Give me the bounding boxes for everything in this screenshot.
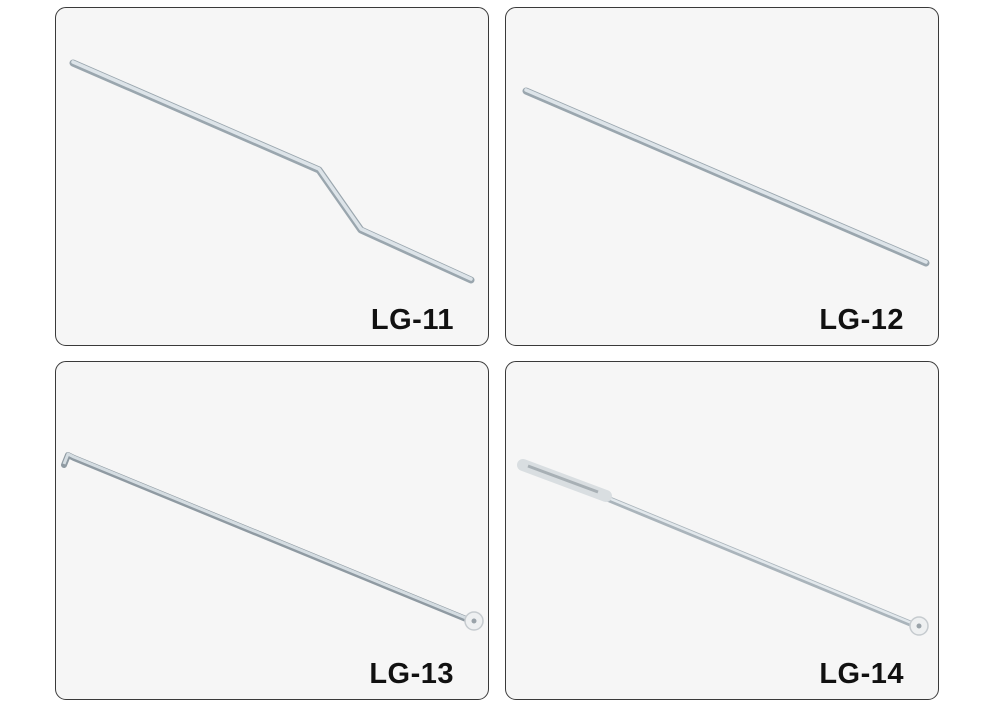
rod-image-lg-11 (69, 59, 475, 284)
product-label: LG-12 (819, 304, 904, 336)
product-card-lg-11[interactable]: LG-11 (55, 7, 489, 346)
rod-image-lg-14 (517, 459, 929, 636)
product-card-lg-12[interactable]: LG-12 (505, 7, 939, 346)
product-label: LG-11 (370, 304, 454, 336)
rod-image-lg-13 (61, 452, 484, 631)
rod-image-lg-12 (522, 87, 930, 267)
product-card-lg-13[interactable]: LG-13 (55, 361, 489, 700)
product-card-lg-14[interactable]: LG-14 (505, 361, 939, 700)
product-label: LG-13 (369, 658, 454, 690)
product-label: LG-14 (819, 658, 904, 690)
